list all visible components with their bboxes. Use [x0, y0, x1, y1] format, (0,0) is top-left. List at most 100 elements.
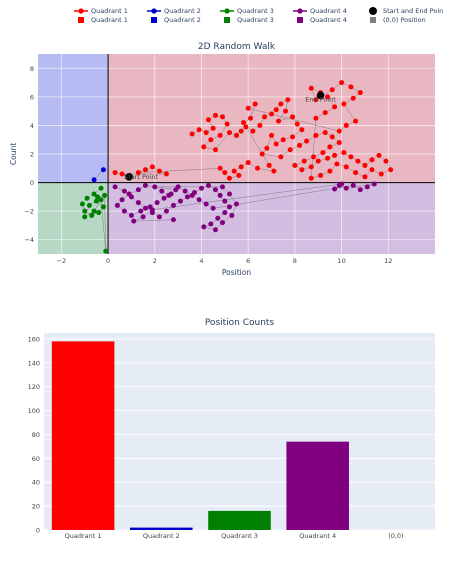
data-point-q4[interactable]	[121, 208, 127, 214]
data-point-q4[interactable]	[119, 197, 125, 203]
data-point-q1[interactable]	[273, 107, 279, 113]
legend-item[interactable]: (0,0) Position	[370, 16, 426, 24]
data-point-q1[interactable]	[378, 171, 384, 177]
data-point-q4[interactable]	[210, 205, 216, 211]
data-point-q1[interactable]	[350, 95, 356, 101]
data-point-q1[interactable]	[343, 164, 349, 170]
data-point-q1[interactable]	[336, 128, 342, 134]
data-point-q4[interactable]	[156, 214, 162, 220]
data-point-q3[interactable]	[84, 195, 90, 201]
data-point-q1[interactable]	[217, 165, 223, 171]
data-point-q1[interactable]	[238, 128, 244, 134]
data-point-q1[interactable]	[299, 127, 305, 133]
data-point-q1[interactable]	[285, 97, 291, 103]
data-point-q1[interactable]	[283, 108, 289, 114]
data-point-q1[interactable]	[287, 147, 293, 153]
data-point-q1[interactable]	[308, 164, 314, 170]
data-point-q1[interactable]	[297, 142, 303, 148]
data-point-q4[interactable]	[217, 192, 223, 198]
data-point-q1[interactable]	[336, 140, 342, 146]
data-point-q4[interactable]	[205, 182, 211, 188]
data-point-q4[interactable]	[215, 215, 221, 221]
data-point-q1[interactable]	[269, 111, 275, 117]
data-point-q4[interactable]	[219, 184, 225, 190]
data-point-q3[interactable]	[79, 201, 85, 207]
data-point-q1[interactable]	[376, 152, 382, 158]
legend[interactable]: Quadrant 1 Quadrant 2 Quadrant 3 Quadrant 4…	[0, 0, 474, 30]
data-point-q1[interactable]	[348, 84, 354, 90]
data-point-q4[interactable]	[128, 212, 134, 218]
legend-item[interactable]: Quadrant 4	[293, 7, 347, 15]
data-point-q1[interactable]	[245, 105, 251, 111]
data-point-q4[interactable]	[184, 194, 190, 200]
data-point-q1[interactable]	[210, 125, 216, 131]
data-point-q3[interactable]	[98, 197, 104, 203]
data-point-q4[interactable]	[112, 184, 118, 190]
data-point-q1[interactable]	[290, 134, 296, 140]
data-point-q1[interactable]	[320, 150, 326, 156]
data-point-q1[interactable]	[269, 132, 275, 138]
data-point-q1[interactable]	[315, 158, 321, 164]
data-point-q1[interactable]	[262, 114, 268, 120]
end-point-marker[interactable]	[316, 91, 325, 100]
data-point-q1[interactable]	[112, 170, 118, 176]
data-point-q4[interactable]	[208, 221, 214, 227]
data-point-q1[interactable]	[294, 121, 300, 127]
data-point-q1[interactable]	[234, 132, 239, 138]
data-point-q1[interactable]	[149, 164, 155, 170]
data-point-q1[interactable]	[318, 172, 324, 178]
data-point-q3[interactable]	[95, 194, 101, 200]
data-point-q1[interactable]	[266, 162, 272, 168]
bar-quadrant-4[interactable]	[286, 441, 349, 530]
data-point-q4[interactable]	[203, 201, 209, 207]
data-point-q1[interactable]	[369, 167, 375, 173]
data-point-q2[interactable]	[91, 177, 97, 183]
bar-quadrant-1[interactable]	[51, 341, 115, 530]
data-point-q4[interactable]	[135, 187, 141, 193]
data-point-q1[interactable]	[196, 127, 202, 133]
data-point-q1[interactable]	[271, 168, 277, 174]
data-point-q1[interactable]	[257, 122, 263, 128]
data-point-q1[interactable]	[334, 161, 340, 167]
data-point-q1[interactable]	[135, 170, 141, 176]
data-point-q1[interactable]	[217, 132, 223, 138]
data-point-q1[interactable]	[327, 144, 333, 150]
data-point-q2[interactable]	[100, 167, 106, 173]
data-point-q4[interactable]	[332, 186, 338, 192]
data-point-q1[interactable]	[362, 162, 368, 168]
data-point-q4[interactable]	[131, 218, 137, 224]
legend-item[interactable]: Quadrant 3	[224, 16, 274, 24]
data-point-q4[interactable]	[140, 214, 146, 220]
data-point-q1[interactable]	[212, 147, 218, 153]
legend-item[interactable]: Quadrant 1	[74, 7, 128, 15]
data-point-q4[interactable]	[182, 188, 188, 194]
data-point-q4[interactable]	[114, 202, 120, 208]
data-point-q4[interactable]	[212, 187, 218, 193]
data-point-q1[interactable]	[369, 157, 375, 163]
bar-quadrant-3[interactable]	[208, 510, 271, 530]
data-point-q4[interactable]	[177, 198, 183, 204]
data-point-q1[interactable]	[322, 110, 328, 116]
data-point-q4[interactable]	[154, 200, 160, 206]
data-point-q1[interactable]	[329, 87, 335, 93]
data-point-q4[interactable]	[149, 207, 155, 213]
data-point-q4[interactable]	[339, 181, 345, 187]
data-point-q1[interactable]	[343, 122, 349, 128]
data-point-q4[interactable]	[226, 191, 232, 197]
data-point-q1[interactable]	[231, 168, 237, 174]
data-point-q4[interactable]	[201, 224, 207, 230]
data-point-q4[interactable]	[357, 187, 363, 193]
data-point-q1[interactable]	[322, 130, 328, 136]
data-point-q4[interactable]	[371, 181, 377, 187]
data-point-q1[interactable]	[264, 145, 270, 151]
data-point-q3[interactable]	[91, 208, 97, 214]
data-point-q1[interactable]	[163, 171, 169, 177]
data-point-q4[interactable]	[212, 227, 218, 233]
data-point-q4[interactable]	[170, 202, 176, 208]
data-point-q3[interactable]	[96, 210, 102, 216]
data-point-q1[interactable]	[313, 132, 319, 138]
data-point-q4[interactable]	[126, 191, 132, 197]
data-point-q1[interactable]	[313, 115, 319, 121]
data-point-q1[interactable]	[280, 137, 286, 143]
data-point-q3[interactable]	[91, 191, 97, 197]
